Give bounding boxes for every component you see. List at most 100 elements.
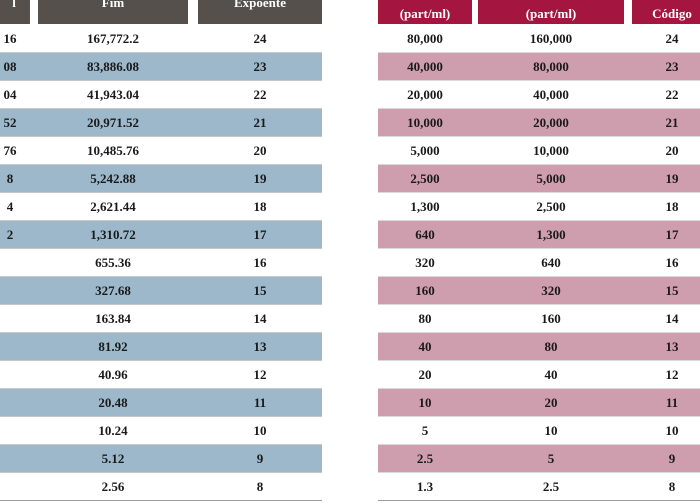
- table-cell: [0, 277, 40, 305]
- table-cell: 5,242.88: [90, 171, 136, 186]
- table-cell: 10.24: [98, 423, 128, 438]
- table-cell: 16: [3, 31, 17, 46]
- table-cell: 23: [253, 59, 267, 74]
- table-cell: [0, 361, 40, 389]
- table-row: 2,500 5,000 19: [378, 165, 700, 193]
- table-cell: 2,621.44: [90, 199, 136, 214]
- table-cell: 81.92: [98, 339, 128, 354]
- table-row: 20,000 40,000 22: [378, 81, 700, 109]
- table-row: 2 1,310.72 17: [0, 221, 322, 249]
- table-cell: 20,000: [533, 115, 569, 130]
- table-cell: 15: [253, 283, 267, 298]
- right-header-col3: Código: [632, 0, 700, 24]
- table-cell: 2.5: [416, 451, 434, 466]
- table-cell: 40,000: [407, 59, 443, 74]
- table-cell: [0, 473, 40, 501]
- table-row: 08 83,886.08 23: [0, 53, 322, 81]
- table-cell: 76: [3, 143, 17, 158]
- table-row: 640 1,300 17: [378, 221, 700, 249]
- table-row: 5,000 10,000 20: [378, 137, 700, 165]
- table-cell: 20: [544, 395, 558, 410]
- table-cell: 9: [668, 451, 676, 466]
- table-row: 4 2,621.44 18: [0, 193, 322, 221]
- table-row: 5 10 10: [378, 417, 700, 445]
- table-cell: 83,886.08: [87, 59, 139, 74]
- table-row: 655.36 16: [0, 249, 322, 277]
- table-cell: 5: [421, 423, 429, 438]
- table-cell: [0, 333, 40, 361]
- table-cell: 16: [665, 255, 679, 270]
- table-cell: 22: [253, 87, 267, 102]
- table-cell: 04: [3, 87, 17, 102]
- table-cell: 11: [253, 395, 267, 410]
- table-cell: 15: [665, 283, 679, 298]
- table-row: 80 160 14: [378, 305, 700, 333]
- table-cell: 320: [541, 283, 561, 298]
- table-cell: 52: [3, 115, 17, 130]
- table-cell: 17: [665, 227, 679, 242]
- table-row: 160 320 15: [378, 277, 700, 305]
- table-row: 2.5 5 9: [378, 445, 700, 473]
- table-cell: 17: [253, 227, 267, 242]
- table-cell: 160: [415, 283, 435, 298]
- left-header-col1: l: [0, 0, 30, 24]
- table-row: 20 40 12: [378, 361, 700, 389]
- table-row: 81.92 13: [0, 333, 322, 361]
- table-cell: 20,971.52: [87, 115, 139, 130]
- table-cell: 655.36: [95, 255, 131, 270]
- table-cell: 80: [544, 339, 558, 354]
- table-cell: 80: [418, 311, 432, 326]
- table-cell: 21: [253, 115, 267, 130]
- table-cell: 2,500: [410, 171, 440, 186]
- table-cell: [0, 249, 40, 277]
- table-cell: 19: [253, 171, 267, 186]
- table-cell: 40,000: [533, 87, 569, 102]
- table-cell: 10: [665, 423, 679, 438]
- table-cell: 16: [253, 255, 267, 270]
- table-cell: 20: [253, 143, 267, 158]
- table-cell: 10: [253, 423, 267, 438]
- table-row: 80,000 160,000 24: [378, 25, 700, 53]
- table-cell: 10: [544, 423, 558, 438]
- table-cell: 13: [253, 339, 267, 354]
- table-row: 40,000 80,000 23: [378, 53, 700, 81]
- right-table: (part/ml) (part/ml) Código 80,000 160,000…: [378, 0, 700, 503]
- table-cell: 40: [418, 339, 432, 354]
- table-cell: 40: [544, 367, 558, 382]
- table-cell: [0, 417, 40, 445]
- table-cell: 08: [3, 59, 17, 74]
- table-cell: 8: [668, 479, 676, 494]
- table-cell: 20: [418, 367, 432, 382]
- table-row: 04 41,943.04 22: [0, 81, 322, 109]
- table-cell: 5.12: [101, 451, 125, 466]
- table-row: 2.56 8: [0, 473, 322, 501]
- table-cell: 5: [547, 451, 555, 466]
- table-cell: 24: [253, 31, 267, 46]
- table-row: 40 80 13: [378, 333, 700, 361]
- table-cell: 327.68: [95, 283, 131, 298]
- table-cell: 10: [418, 395, 432, 410]
- table-cell: 23: [665, 59, 679, 74]
- table-row: 16 167,772.2 24: [0, 25, 322, 53]
- table-cell: 20.48: [98, 395, 128, 410]
- table-cell: 12: [253, 367, 267, 382]
- table-cell: 2,500: [536, 199, 566, 214]
- table-cell: 2.5: [542, 479, 560, 494]
- table-cell: 12: [665, 367, 679, 382]
- left-header-col3: Expoente: [198, 0, 322, 24]
- table-cell: 4: [6, 199, 14, 214]
- table-row: 10 20 11: [378, 389, 700, 417]
- table-cell: 22: [665, 87, 679, 102]
- table-cell: 21: [665, 115, 679, 130]
- table-cell: 19: [665, 171, 679, 186]
- table-cell: 10,000: [407, 115, 443, 130]
- table-row: 20.48 11: [0, 389, 322, 417]
- table-row: 327.68 15: [0, 277, 322, 305]
- table-cell: 11: [665, 395, 679, 410]
- table-row: 1.3 2.5 8: [378, 473, 700, 501]
- table-row: 10.24 10: [0, 417, 322, 445]
- table-cell: 20,000: [407, 87, 443, 102]
- table-row: 163.84 14: [0, 305, 322, 333]
- table-cell: 41,943.04: [87, 87, 139, 102]
- table-cell: 2.56: [101, 479, 125, 494]
